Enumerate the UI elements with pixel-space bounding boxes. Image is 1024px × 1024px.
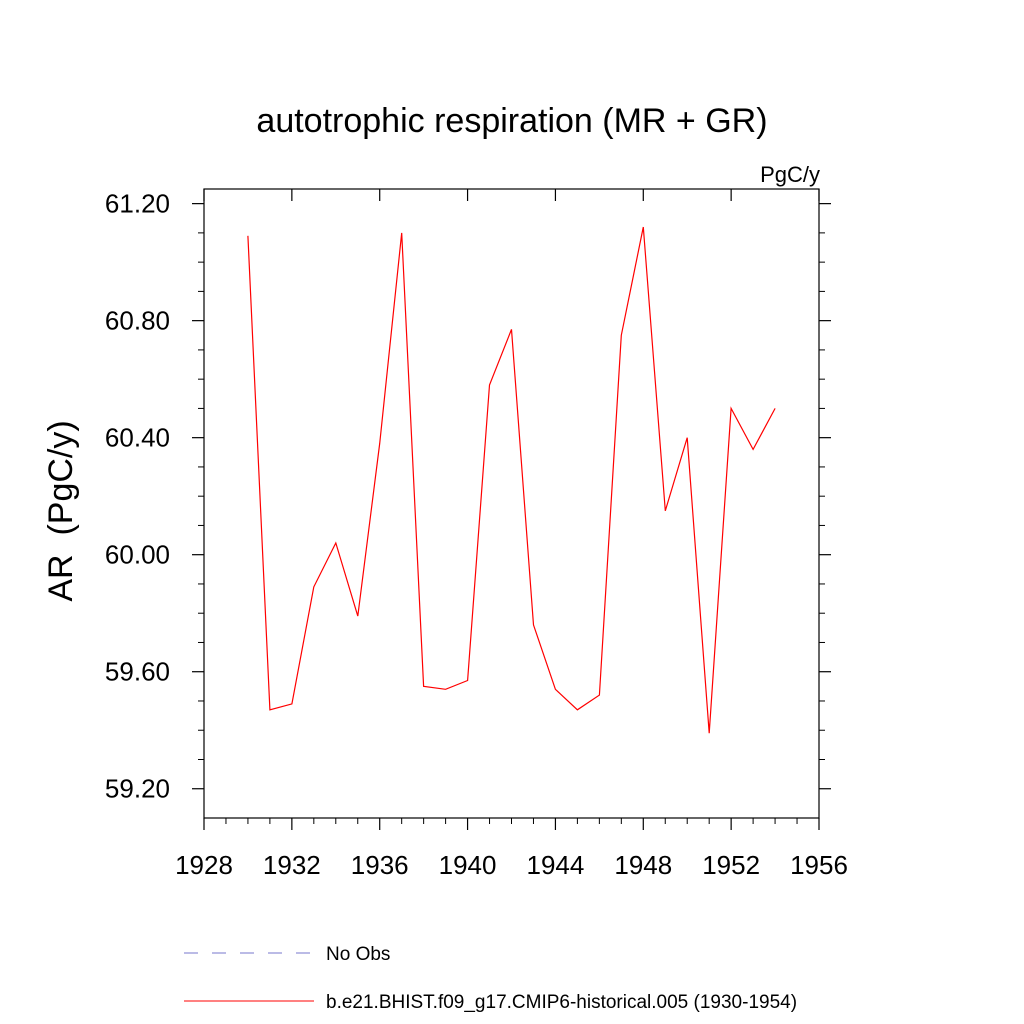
chart-title: autotrophic respiration (MR + GR) <box>256 102 767 140</box>
y-tick-label: 59.20 <box>105 774 170 804</box>
y-axis-label: AR (PgC/y) <box>42 420 80 601</box>
x-tick-label: 1928 <box>175 850 233 880</box>
x-tick-label: 1932 <box>263 850 321 880</box>
x-tick-label: 1948 <box>614 850 672 880</box>
y-tick-label: 59.60 <box>105 657 170 687</box>
x-tick-label: 1952 <box>702 850 760 880</box>
x-tick-label: 1956 <box>790 850 848 880</box>
legend-entry: b.e21.BHIST.f09_g17.CMIP6-historical.005… <box>326 992 797 1013</box>
y-tick-label: 60.00 <box>105 540 170 570</box>
x-tick-label: 1940 <box>439 850 497 880</box>
x-tick-label: 1944 <box>527 850 585 880</box>
axes: 1928 1932 1936 1940 1944 1948 1952 1956 59.20 59.… <box>105 188 848 880</box>
x-tick-label: 1936 <box>351 850 409 880</box>
plot-area <box>247 226 776 734</box>
y-tick-label: 60.80 <box>105 306 170 336</box>
plot-frame <box>203 188 820 819</box>
y-tick-label: 60.40 <box>105 423 170 453</box>
units-label: PgC/y <box>760 162 820 187</box>
legend-entry: No Obs <box>326 944 390 965</box>
series-line-0 <box>247 226 776 734</box>
y-tick-label: 61.20 <box>105 189 170 219</box>
legend: No Obs b.e21.BHIST.f09_g17.CMIP6-historic… <box>184 944 797 1013</box>
